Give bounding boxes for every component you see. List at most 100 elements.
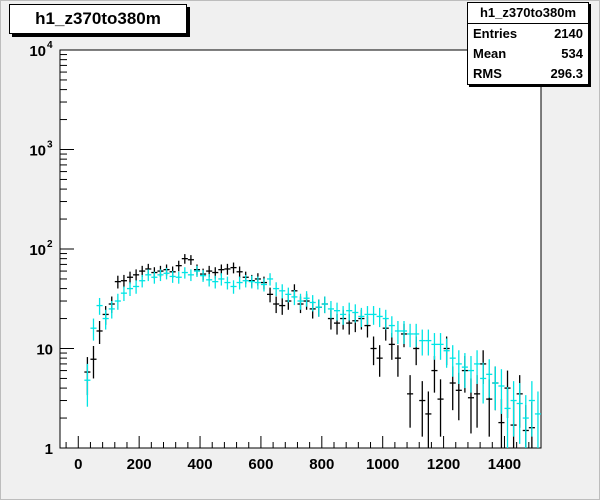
x-tick-label: 1000 xyxy=(366,456,399,473)
y-tick-label: 10 xyxy=(29,43,46,60)
data-point xyxy=(157,269,164,282)
data-point xyxy=(388,316,395,338)
data-point xyxy=(419,329,426,356)
stats-box-name: h1_z370to380m xyxy=(468,3,588,24)
x-tick-label: 200 xyxy=(127,456,152,473)
x-tick-label: 1200 xyxy=(427,456,460,473)
data-point xyxy=(352,304,359,323)
data-point xyxy=(273,282,280,297)
data-point xyxy=(437,379,444,437)
data-point xyxy=(193,265,201,278)
data-point xyxy=(303,291,310,307)
data-point xyxy=(169,270,176,283)
data-point xyxy=(187,255,194,265)
data-point xyxy=(346,302,353,321)
data-point xyxy=(504,387,511,448)
data-point xyxy=(242,274,249,288)
data-point xyxy=(376,307,383,328)
data-point xyxy=(333,302,341,321)
data-point xyxy=(200,270,207,282)
stats-box: h1_z370to380m Entries 2140 Mean 534 RMS … xyxy=(467,2,589,85)
stats-value: 534 xyxy=(561,46,583,61)
data-point xyxy=(120,274,127,288)
data-point xyxy=(279,297,286,315)
data-point xyxy=(175,271,182,284)
data-point xyxy=(139,274,146,288)
data-point xyxy=(236,276,243,290)
data-point xyxy=(321,296,328,314)
data-point xyxy=(224,263,231,275)
data-point xyxy=(90,345,97,379)
data-point xyxy=(425,391,432,448)
data-point xyxy=(102,309,109,330)
data-point xyxy=(90,318,97,341)
data-point xyxy=(133,269,140,282)
y-tick-label: 1 xyxy=(45,441,53,458)
plot-frame xyxy=(59,49,542,449)
stats-value: 296.3 xyxy=(550,66,583,81)
data-point xyxy=(534,391,541,448)
data-point xyxy=(455,350,462,384)
data-point xyxy=(370,306,377,325)
y-tick-exponent: 4 xyxy=(47,40,53,51)
data-point xyxy=(419,381,426,437)
data-point xyxy=(206,274,213,287)
data-point xyxy=(181,267,188,279)
data-point xyxy=(84,363,91,407)
data-point xyxy=(522,395,529,448)
data-point xyxy=(327,301,334,319)
data-point xyxy=(96,320,103,344)
data-point xyxy=(449,345,456,377)
data-point xyxy=(370,336,377,366)
x-tick-label: 600 xyxy=(248,456,273,473)
stats-row-rms: RMS 296.3 xyxy=(468,64,588,84)
data-point xyxy=(230,262,237,274)
data-point xyxy=(218,273,225,286)
data-point xyxy=(297,293,304,310)
data-point xyxy=(431,356,438,393)
data-point xyxy=(388,333,395,360)
data-point xyxy=(376,345,383,377)
data-point xyxy=(187,269,194,282)
data-point xyxy=(120,286,127,302)
data-point xyxy=(260,278,268,292)
data-point xyxy=(108,301,115,319)
y-tick-label: 10 xyxy=(29,242,46,259)
data-point xyxy=(358,307,365,328)
data-point xyxy=(315,299,322,317)
data-point xyxy=(394,345,401,377)
data-point xyxy=(516,383,523,444)
y-tick-exponent: 3 xyxy=(47,140,53,151)
data-point xyxy=(224,276,231,290)
data-point xyxy=(175,260,182,272)
data-point xyxy=(126,282,134,297)
data-point xyxy=(486,359,493,398)
data-point xyxy=(254,276,261,290)
stats-label: Entries xyxy=(473,26,518,41)
histogram-title: h1_z370to380m xyxy=(9,4,187,34)
data-point xyxy=(431,333,438,360)
data-point xyxy=(407,375,414,428)
data-point xyxy=(340,306,347,325)
x-tick-label: 800 xyxy=(309,456,334,473)
data-point xyxy=(96,297,103,315)
data-point xyxy=(114,275,121,289)
data-point xyxy=(474,350,481,384)
data-point xyxy=(382,309,389,330)
series-1 xyxy=(84,265,541,448)
data-point xyxy=(291,290,298,306)
x-tick-label: 0 xyxy=(74,456,82,473)
data-point xyxy=(133,280,140,294)
stats-label: RMS xyxy=(473,66,502,81)
data-point xyxy=(437,333,444,360)
data-point xyxy=(407,323,414,348)
data-point xyxy=(151,271,158,284)
data-point xyxy=(498,369,505,414)
stats-row-mean: Mean 534 xyxy=(468,44,588,64)
data-point xyxy=(413,323,420,348)
x-tick-label: 1400 xyxy=(488,456,521,473)
data-point xyxy=(181,254,188,264)
data-point xyxy=(126,271,134,284)
stats-label: Mean xyxy=(473,46,507,61)
